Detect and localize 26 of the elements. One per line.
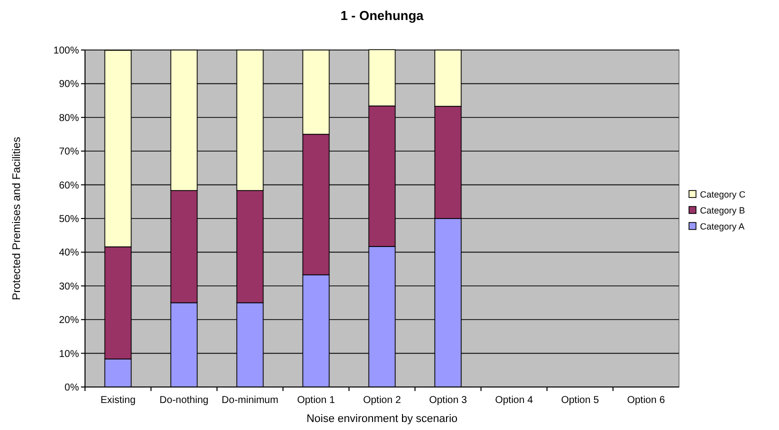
x-tick-label: Option 4 — [495, 395, 534, 406]
x-tick-label: Option 3 — [429, 395, 468, 406]
x-tick-label: Option 6 — [627, 395, 666, 406]
y-tick-label: 10% — [58, 348, 80, 360]
y-tick-label: 20% — [58, 315, 80, 326]
legend-label: Category C — [700, 190, 746, 200]
chart-title: 1 - Onehunga — [340, 8, 424, 23]
y-tick-label: 80% — [58, 112, 80, 124]
x-tick-label: Option 2 — [363, 395, 402, 406]
x-tick-label: Option 1 — [297, 395, 336, 406]
y-tick-label: 40% — [58, 248, 80, 259]
x-tick-label: Do-minimum — [222, 395, 278, 406]
legend-label: Category B — [700, 206, 746, 216]
y-tick-label: 50% — [58, 214, 80, 225]
y-tick-label: 100% — [53, 46, 80, 56]
y-tick-label: 0% — [64, 382, 80, 394]
y-tick-label: 70% — [58, 146, 80, 158]
x-tick-label: Option 5 — [561, 395, 600, 406]
x-axis-title: Noise environment by scenario — [306, 413, 458, 425]
legend-label: Category A — [700, 222, 745, 232]
x-tick-label: Existing — [100, 395, 136, 406]
y-tick-label: 90% — [58, 79, 80, 90]
x-tick-label: Do-nothing — [160, 395, 208, 406]
y-tick-label: 30% — [58, 281, 80, 292]
y-axis-title: Protected Premises and Facilities — [11, 136, 23, 300]
y-tick-label: 60% — [58, 180, 80, 192]
